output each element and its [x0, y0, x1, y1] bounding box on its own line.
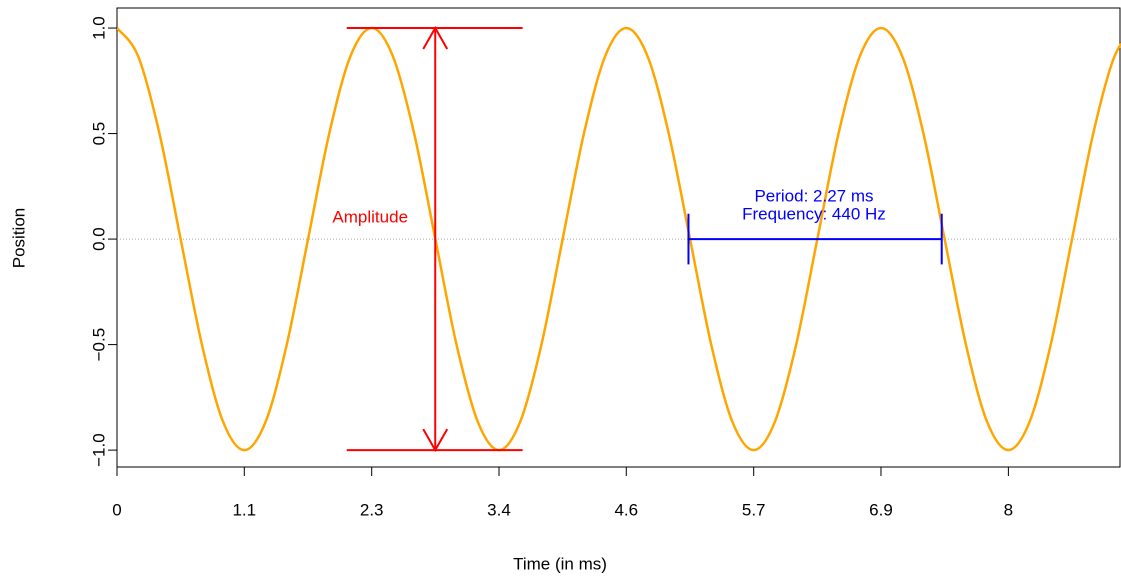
- y-tick-label: −1.0: [89, 433, 108, 467]
- x-tick-label: 0: [112, 500, 121, 519]
- wave-line: [117, 26, 1121, 452]
- x-axis-title: Time (in ms): [513, 554, 607, 573]
- x-tick-label: 1.1: [232, 500, 256, 519]
- y-tick-label: −0.5: [89, 328, 108, 362]
- y-axis-title: Position: [9, 208, 28, 268]
- period-label: Frequency: 440 Hz: [742, 204, 886, 223]
- x-tick-label: 3.4: [487, 500, 511, 519]
- y-tick-label: 1.0: [89, 16, 108, 40]
- period-label: Period: 2.27 ms: [754, 186, 873, 205]
- y-tick-label: 0.0: [89, 227, 108, 251]
- x-tick-label: 8: [1004, 500, 1013, 519]
- x-tick-label: 6.9: [869, 500, 893, 519]
- arrow-head: [422, 26, 449, 453]
- plot-frame: [116, 7, 1121, 468]
- x-tick-label: 4.6: [614, 500, 638, 519]
- y-tick-label: 0.5: [89, 122, 108, 146]
- amplitude-label: Amplitude: [332, 207, 408, 226]
- x-tick-label: 5.7: [742, 500, 766, 519]
- x-tick-label: 2.3: [360, 500, 384, 519]
